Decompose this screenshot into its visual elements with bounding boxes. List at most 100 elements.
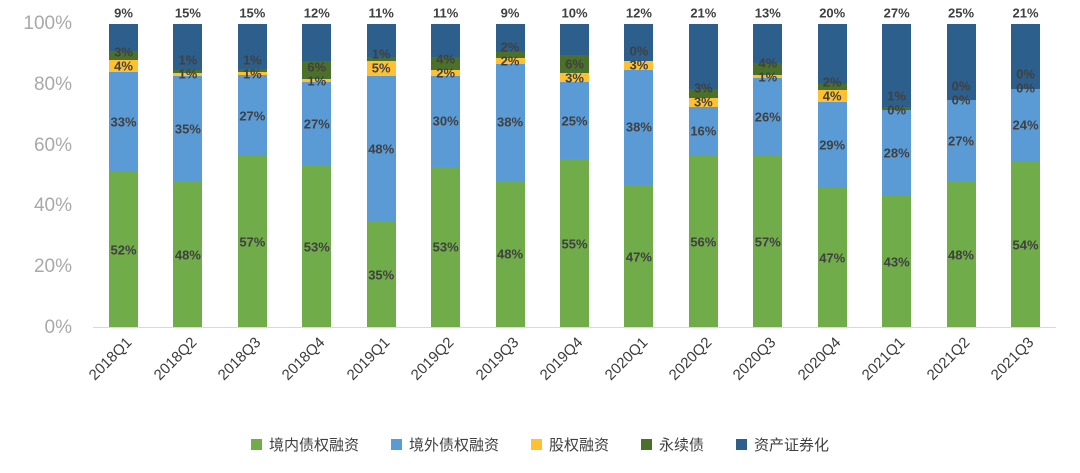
data-label-永续债: 1% [178, 52, 198, 68]
x-tick-label: 2020Q4 [794, 334, 845, 384]
data-label-永续债: 0% [1016, 66, 1035, 82]
legend-label: 境内债权融资 [268, 437, 359, 454]
bar-segment-永续债 [431, 57, 461, 70]
data-label-境内债权融资: 53% [432, 239, 459, 255]
data-label-股权融资: 3% [565, 70, 584, 86]
legend-swatch-icon [530, 439, 542, 450]
data-label-境外债权融资: 27% [239, 108, 266, 124]
y-tick-label: 40% [33, 195, 72, 217]
x-tick-label: 2020Q3 [730, 334, 780, 384]
data-label-境内债权融资: 35% [368, 267, 395, 283]
data-label-资产证券化: 15% [239, 5, 266, 21]
data-label-资产证券化: 10% [561, 5, 588, 21]
data-label-永续债: 1% [242, 52, 262, 68]
bar-segment-境内债权融资 [560, 159, 589, 328]
bar-segment-资产证券化 [882, 24, 912, 107]
x-tick-label: 2021Q3 [987, 334, 1038, 384]
data-label-永续债: 6% [565, 56, 584, 72]
data-label-资产证券化: 12% [303, 5, 330, 21]
bar-segment-境内债权融资 [366, 221, 396, 328]
bar-segment-境内债权融资 [237, 156, 267, 328]
data-label-永续债: 1% [887, 88, 907, 104]
legend: 境内债权融资 境外债权融资 股权融资 永续债 资产证券化 [0, 434, 1080, 455]
data-label-资产证券化: 21% [690, 5, 717, 21]
bar-segment-永续债 [882, 106, 912, 110]
bar-segment-永续债 [109, 51, 138, 61]
bar-segment-境外债权融资 [753, 78, 783, 157]
bar-segment-境内债权融资 [882, 195, 912, 328]
bar-2019Q4 [560, 24, 589, 328]
bar-segment-股权融资 [431, 69, 461, 76]
data-label-股权融资: 5% [371, 60, 391, 76]
bar-segment-资产证券化 [237, 24, 267, 70]
data-label-永续债: 4% [758, 55, 778, 71]
data-label-资产证券化: 27% [883, 5, 910, 21]
data-label-股权融资: 1% [242, 66, 262, 82]
x-tick-label: 2019Q1 [343, 334, 394, 384]
bar-2020Q2 [688, 24, 718, 328]
bar-segment-资产证券化 [753, 24, 783, 64]
bar-segment-境内债权融资 [688, 156, 718, 328]
bar-segment-永续债 [237, 69, 267, 73]
bar-segment-资产证券化 [560, 24, 589, 55]
x-tick-label: 2020Q2 [665, 334, 716, 384]
data-label-境外债权融资: 33% [110, 114, 137, 130]
data-label-股权融资: 1% [758, 69, 778, 85]
bar-segment-境内债权融资 [431, 166, 461, 328]
data-label-永续债: 6% [307, 59, 327, 75]
data-label-股权融资: 0% [951, 92, 971, 108]
x-tick-label: 2019Q3 [472, 334, 523, 384]
legend-item-境内债权融资: 境内债权融资 [250, 434, 359, 455]
data-label-境外债权融资: 29% [819, 137, 846, 153]
bar-segment-境内债权融资 [495, 180, 525, 328]
data-label-股权融资: 2% [436, 65, 456, 81]
data-label-资产证券化: 25% [948, 5, 975, 21]
bar-segment-资产证券化 [1011, 24, 1040, 89]
bar-segment-境外债权融资 [624, 69, 654, 186]
data-label-资产证券化: 12% [625, 5, 652, 21]
data-label-境外债权融资: 27% [948, 133, 975, 149]
bar-segment-资产证券化 [688, 24, 718, 89]
bar-segment-资产证券化 [366, 24, 396, 58]
y-tick-label: 0% [44, 317, 72, 338]
x-tick-label: 2018Q2 [150, 334, 200, 384]
y-tick-label: 60% [33, 134, 72, 156]
bar-segment-境内债权融资 [302, 165, 332, 328]
bar-segment-境外债权融资 [560, 82, 589, 160]
bar-segment-股权融资 [753, 75, 783, 79]
legend-item-永续债: 永续债 [641, 434, 704, 455]
legend-label: 永续债 [659, 437, 705, 454]
x-tick-label: 2019Q2 [407, 334, 458, 384]
bar-segment-股权融资 [560, 73, 589, 83]
bar-segment-股权融资 [688, 97, 718, 107]
bar-segment-资产证券化 [431, 24, 461, 58]
bar-2019Q3 [495, 24, 525, 328]
legend-label: 资产证券化 [754, 437, 830, 454]
data-label-境内债权融资: 54% [1012, 237, 1039, 253]
bar-segment-境内债权融资 [109, 171, 138, 328]
legend-swatch-icon [641, 439, 652, 450]
legend-label: 境外债权融资 [408, 437, 499, 454]
data-label-资产证券化: 9% [114, 5, 133, 21]
bar-segment-境内债权融资 [624, 185, 654, 328]
legend-label: 股权融资 [548, 437, 609, 454]
data-label-境内债权融资: 55% [561, 236, 588, 252]
data-label-永续债: 4% [436, 51, 456, 67]
bar-segment-永续债 [173, 69, 203, 73]
data-label-永续债: 2% [822, 74, 842, 90]
data-label-资产证券化: 21% [1012, 5, 1039, 21]
data-label-永续债: 0% [951, 78, 971, 94]
bar-segment-永续债 [495, 51, 525, 58]
x-tick-label: 2020Q1 [601, 334, 651, 384]
bar-segment-境外债权融资 [688, 106, 718, 157]
bar-segment-股权融资 [624, 60, 654, 70]
data-label-境内债权融资: 53% [303, 239, 330, 255]
legend-item-境外债权融资: 境外债权融资 [390, 434, 499, 455]
bar-segment-资产证券化 [109, 24, 138, 52]
bar-2018Q1 [109, 24, 138, 328]
legend-item-股权融资: 股权融资 [530, 434, 609, 455]
bar-segment-永续债 [302, 60, 332, 80]
data-label-境外债权融资: 48% [368, 141, 395, 157]
data-label-境内债权融资: 48% [497, 246, 524, 262]
data-label-境外债权融资: 30% [432, 113, 459, 129]
